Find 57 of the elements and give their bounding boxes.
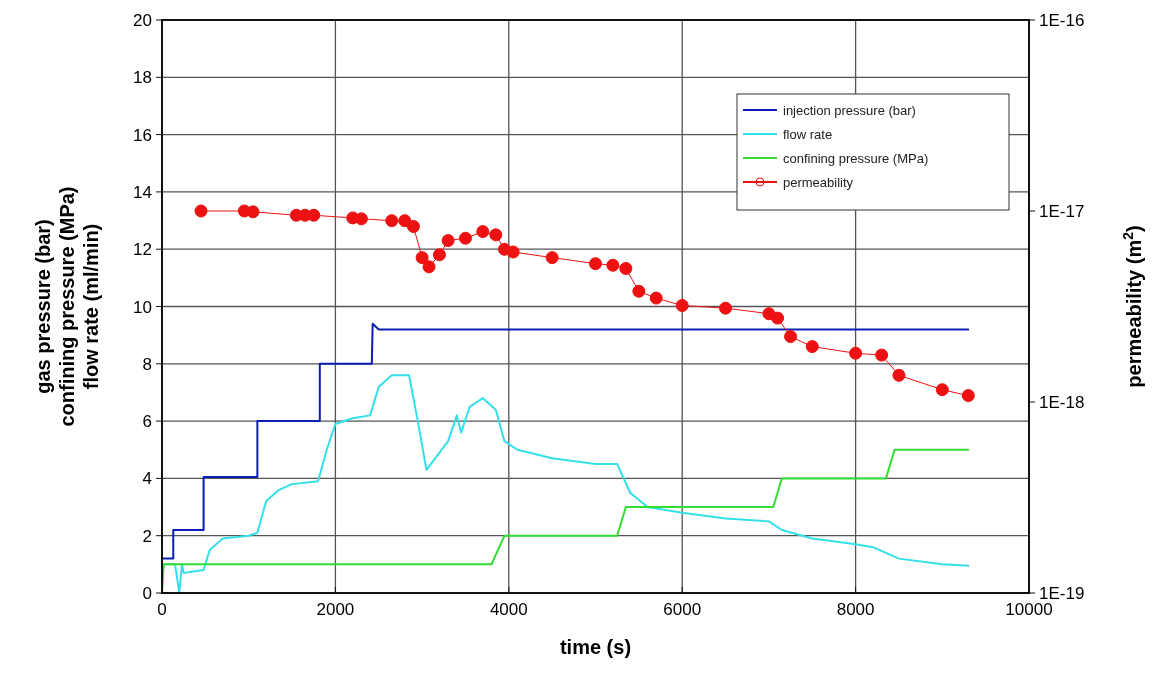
point [194, 204, 208, 218]
point [246, 205, 260, 219]
y-tick-label: 14 [133, 182, 152, 202]
legend-label: injection pressure (bar) [783, 103, 916, 118]
point [489, 228, 503, 242]
point [935, 383, 949, 397]
point [545, 251, 559, 265]
y-tick-label: 2 [142, 526, 152, 546]
y-tick-label: 6 [142, 412, 152, 432]
point [771, 311, 785, 325]
y2-tick-label: 1E-19 [1039, 584, 1085, 603]
point [415, 251, 429, 265]
point [719, 301, 733, 315]
y-axis-title: gas pressure (bar) confining pressure (MPa) flow rate (ml/min) [32, 186, 102, 427]
x-axis-title: time (s) [559, 636, 632, 658]
point [606, 258, 620, 272]
x-tick-label: 0 [157, 600, 167, 619]
point [422, 260, 436, 274]
y-tick-label: 16 [133, 125, 152, 145]
legend-label: permeability [783, 175, 854, 190]
y2-tick-label: 1E-16 [1039, 11, 1085, 30]
point [961, 389, 975, 403]
point [849, 346, 863, 360]
y-tick-label: 18 [133, 68, 152, 88]
point [307, 208, 321, 222]
y2-tick-label: 1E-18 [1039, 393, 1085, 412]
point [441, 234, 455, 248]
x-tick-label: 10000 [1005, 600, 1053, 619]
y-tick-label: 10 [133, 297, 152, 317]
point [432, 248, 446, 262]
line-series [161, 322, 970, 560]
point [619, 262, 633, 275]
y-tick-label: 8 [142, 354, 152, 374]
y2-tick-label: 1E-17 [1039, 202, 1085, 221]
point [784, 330, 798, 344]
point [875, 348, 889, 362]
point [632, 284, 646, 298]
y-tick-label: 12 [133, 240, 152, 260]
legend-label: confining pressure (MPa) [783, 151, 929, 166]
point [406, 219, 420, 233]
y-tick-label: 4 [142, 469, 152, 489]
legend-label: flow rate [783, 127, 833, 142]
y-tick-label: 0 [142, 584, 152, 603]
point [385, 214, 399, 228]
point [589, 257, 602, 271]
point [458, 231, 472, 245]
x-tick-label: 4000 [489, 600, 528, 619]
point [506, 245, 520, 259]
point [675, 299, 689, 313]
point [649, 291, 663, 305]
y-tick-label: 20 [133, 11, 152, 30]
point [805, 340, 819, 354]
point [892, 368, 906, 382]
x-tick-label: 2000 [316, 600, 355, 619]
x-tick-label: 6000 [663, 600, 702, 619]
point [476, 225, 490, 239]
x-tick-label: 8000 [836, 600, 875, 619]
